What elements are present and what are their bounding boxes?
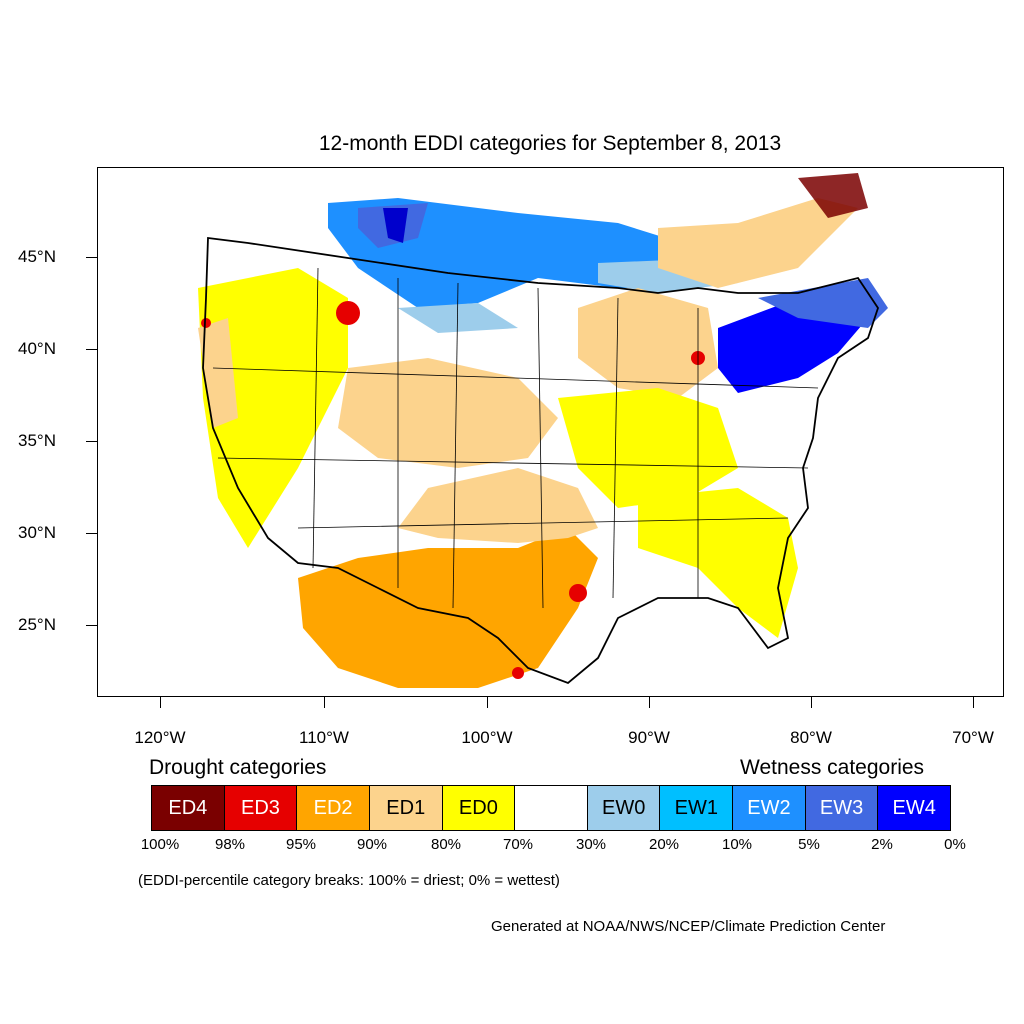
break-label: 2% [871,836,893,853]
lon-label-100: 100°W [461,728,513,747]
legend-swatch-ed2: ED2 [297,786,370,830]
lon-tick [649,697,650,708]
drought-heading: Drought categories [149,756,327,779]
legend-swatch-ew0: EW0 [587,786,661,830]
category-note: (EDDI-percentile category breaks: 100% =… [138,872,560,889]
legend-swatch-neutral [515,786,588,830]
lon-tick [487,697,488,708]
lat-label-30: 30°N [18,523,56,542]
legend-swatch-ew4: EW4 [878,786,951,830]
eddi-map [97,167,1004,697]
lat-tick [86,533,97,534]
lon-tick [160,697,161,708]
lon-label-90: 90°W [628,728,670,747]
lat-tick [86,257,97,258]
break-label: 5% [798,836,820,853]
break-label: 98% [214,836,246,853]
lat-tick [86,625,97,626]
legend-swatch-ew3: EW3 [805,786,879,830]
map-title: 12-month EDDI categories for September 8… [318,132,782,155]
break-label: 95% [285,836,317,853]
lat-tick [86,349,97,350]
break-label: 30% [575,836,607,853]
break-label: 0% [944,836,966,853]
break-label: 70% [502,836,534,853]
break-label: 80% [430,836,462,853]
lat-tick [86,441,97,442]
legend-swatch-ed3: ED3 [224,786,298,830]
break-label: 10% [721,836,753,853]
lat-label-35: 35°N [18,431,56,450]
lon-tick [973,697,974,708]
lon-label-120: 120°W [134,728,186,747]
break-label: 100% [140,836,180,853]
lat-label-25: 25°N [18,615,56,634]
lat-label-45: 45°N [18,247,56,266]
legend-colorbar: ED4 ED3 ED2 ED1 ED0 EW0 EW1 EW2 EW3 EW4 [151,785,951,831]
credit-line: Generated at NOAA/NWS/NCEP/Climate Predi… [491,918,886,935]
lon-label-80: 80°W [790,728,832,747]
lon-tick [811,697,812,708]
legend-swatch-ed0: ED0 [442,786,516,830]
legend-swatch-ew2: EW2 [733,786,806,830]
lon-label-70: 70°W [952,728,994,747]
lat-label-40: 40°N [18,339,56,358]
map-canvas [198,173,888,688]
lon-label-110: 110°W [299,728,349,747]
legend-swatch-ed1: ED1 [369,786,443,830]
legend-swatch-ed4: ED4 [152,786,225,830]
break-label: 90% [356,836,388,853]
lon-tick [324,697,325,708]
wetness-heading: Wetness categories [740,756,925,779]
legend-swatch-ew1: EW1 [660,786,734,830]
break-label: 20% [648,836,680,853]
